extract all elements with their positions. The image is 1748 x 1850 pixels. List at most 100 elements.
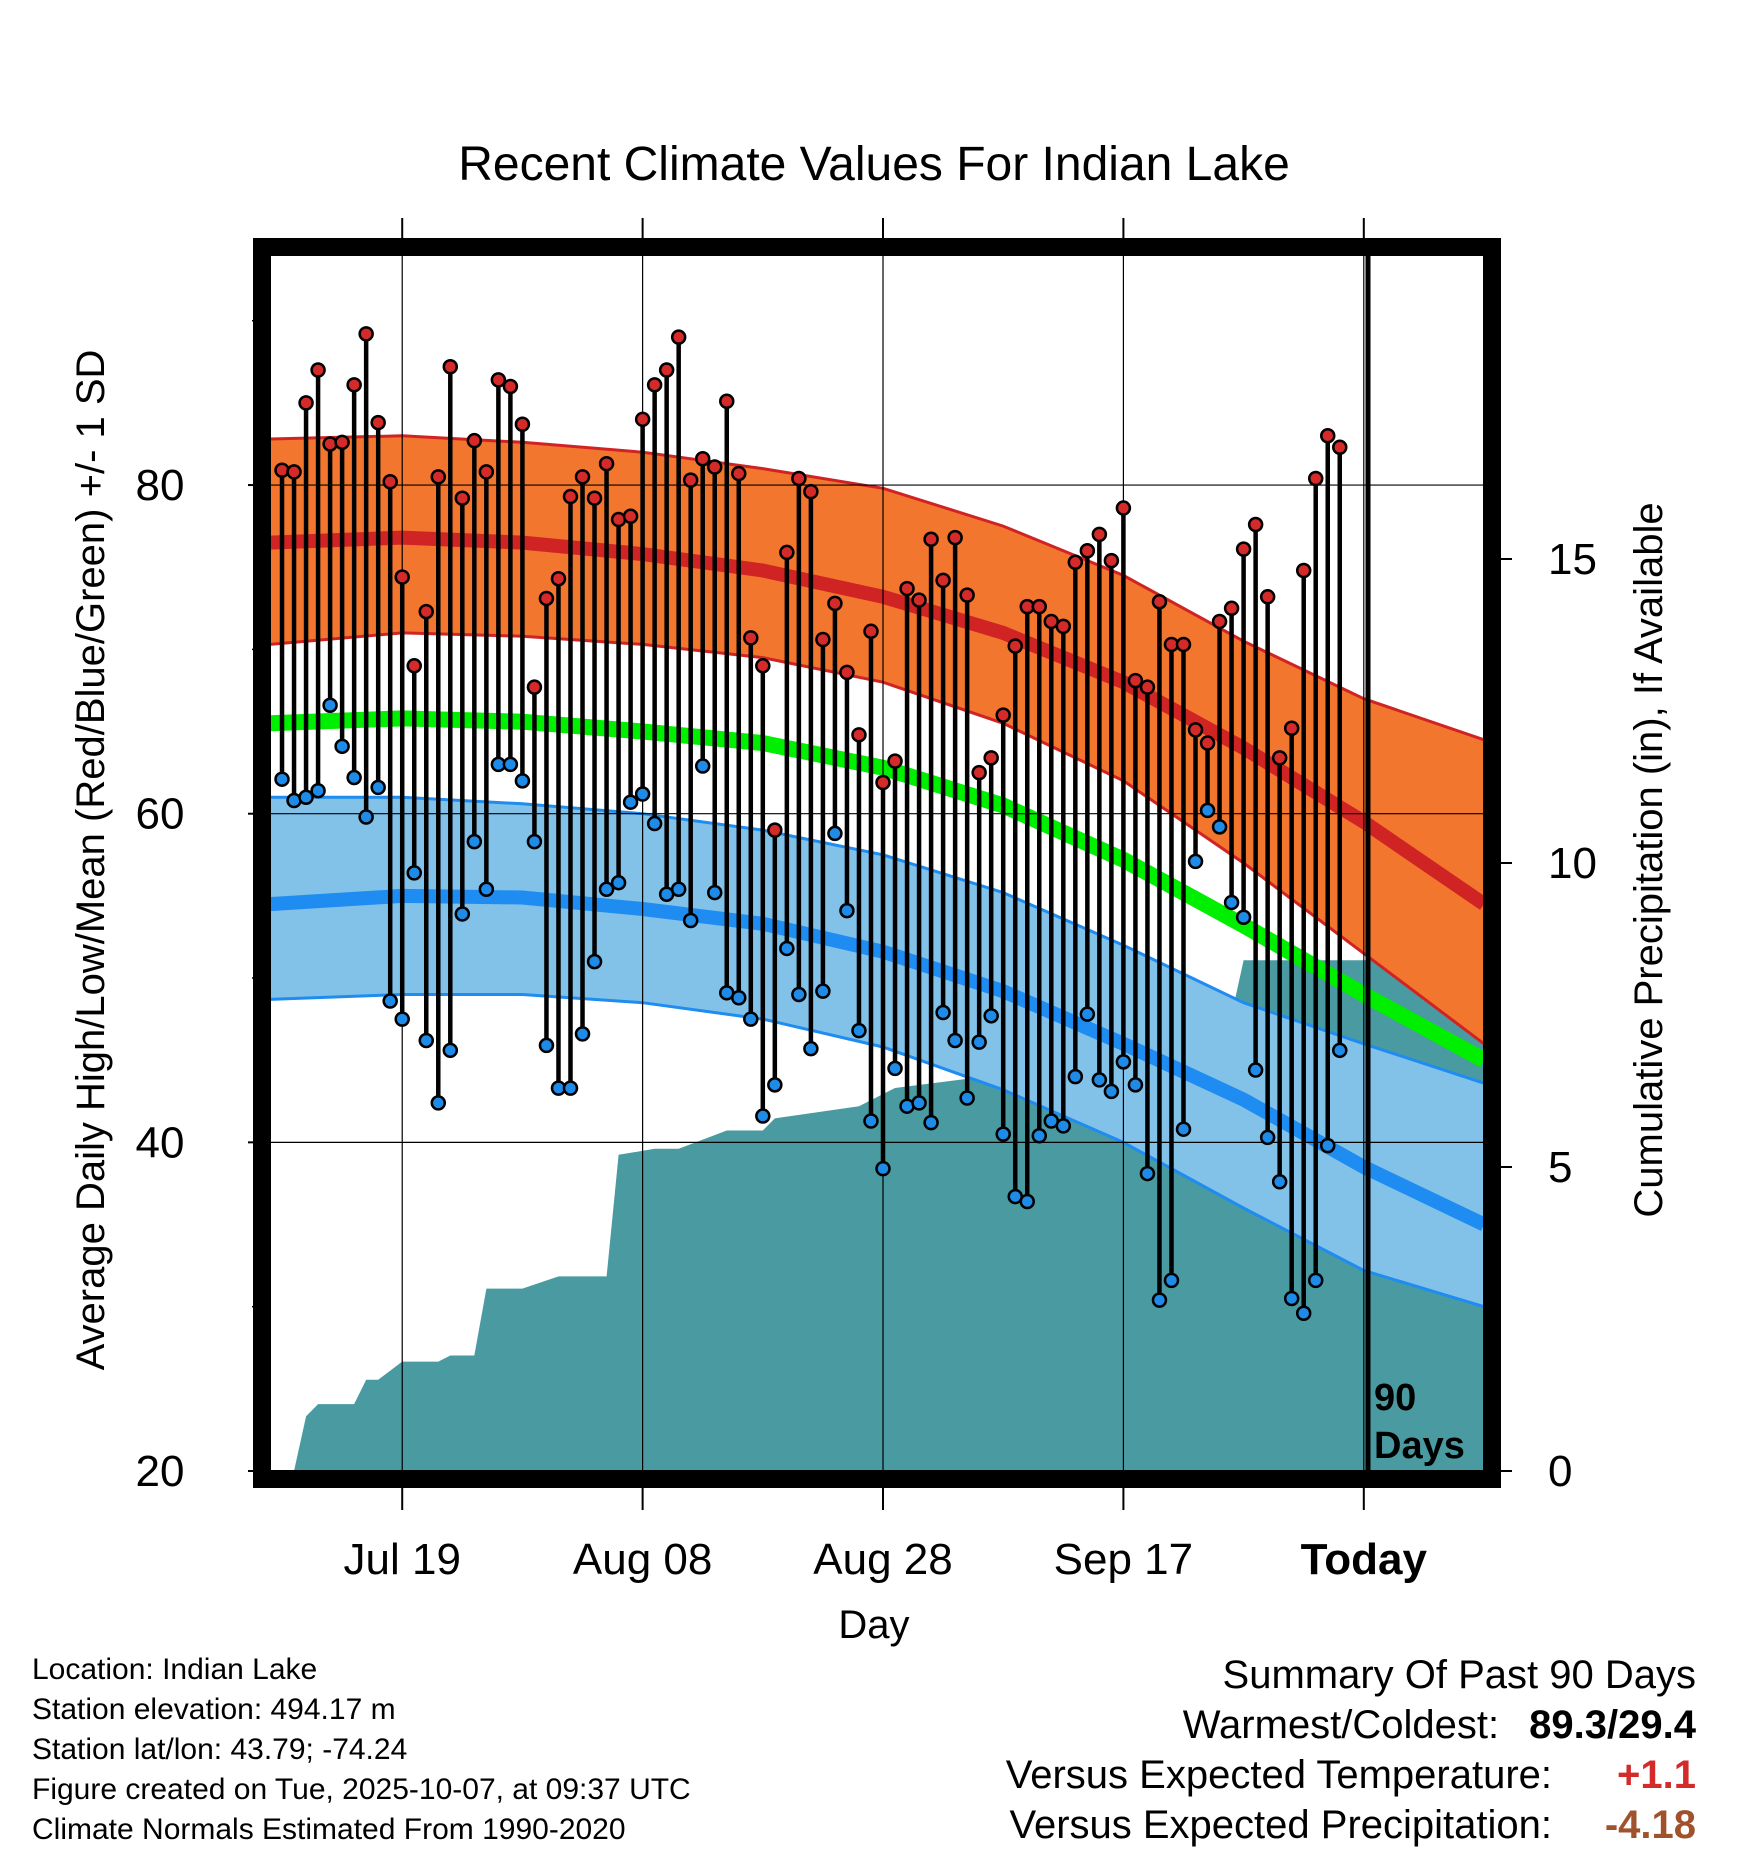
daily-low-point <box>430 1095 447 1111</box>
daily-high-point <box>658 362 675 378</box>
daily-high-point <box>514 416 531 433</box>
daily-low-point <box>803 1040 819 1057</box>
daily-high-point <box>779 544 795 561</box>
daily-high-point <box>755 658 771 674</box>
summary-precip-row: Versus Expected Precipitation: -4.18 <box>1006 1800 1696 1850</box>
daily-low-point <box>562 1080 579 1096</box>
daily-high-point <box>791 470 807 487</box>
daily-low-point <box>334 738 350 755</box>
y-tick-label: 40 <box>136 1118 185 1167</box>
daily-low-point <box>815 983 831 999</box>
daily-low-point <box>935 1004 951 1021</box>
y-axis-label: Average Daily High/Low/Mean (Red/Blue/Gr… <box>69 350 113 1371</box>
daily-low-point <box>1103 1083 1120 1100</box>
precip-label: Versus Expected Precipitation: <box>1009 1803 1552 1847</box>
daily-low-point <box>322 697 338 713</box>
daily-low-point <box>755 1108 771 1124</box>
daily-low-point <box>382 993 398 1009</box>
daily-high-point <box>562 488 579 505</box>
daily-low-point <box>358 809 374 825</box>
daily-low-point <box>875 1160 891 1177</box>
daily-high-point <box>899 580 915 597</box>
high-sd-band <box>270 435 1484 1044</box>
daily-low-point <box>478 881 495 898</box>
daily-high-point <box>1079 543 1096 559</box>
daily-low-point <box>466 833 483 850</box>
daily-high-point <box>1295 562 1312 579</box>
daily-low-point <box>694 758 711 774</box>
daily-low-point <box>502 756 519 773</box>
normals-note-text: Climate Normals Estimated From 1990-2020 <box>32 1813 626 1846</box>
daily-high-point <box>406 658 422 674</box>
daily-low-point <box>731 989 747 1006</box>
daily-low-point <box>1187 853 1204 870</box>
y2-tick-label: 15 <box>1548 535 1597 584</box>
daily-high-point <box>598 455 615 472</box>
daily-high-point <box>1319 428 1336 444</box>
daily-low-point <box>1332 1042 1348 1059</box>
daily-high-point <box>1259 589 1276 605</box>
daily-high-point <box>1103 552 1120 569</box>
daily-low-point <box>791 986 807 1003</box>
daily-high-point <box>1067 554 1084 571</box>
daily-high-point <box>1031 598 1048 615</box>
daily-high-point <box>1235 541 1252 557</box>
daily-low-point <box>1139 1165 1156 1182</box>
y2-tick-label: 10 <box>1548 839 1597 888</box>
daily-high-point <box>526 679 543 695</box>
daily-low-point <box>1319 1137 1336 1154</box>
daily-high-point <box>731 465 747 482</box>
daily-low-point <box>1175 1121 1192 1137</box>
daily-low-point <box>1271 1174 1288 1190</box>
precip-value: -4.18 <box>1604 1803 1696 1847</box>
daily-low-point <box>574 1026 591 1042</box>
daily-high-point <box>538 590 555 607</box>
daily-high-point <box>550 570 567 587</box>
daily-high-point <box>971 764 987 781</box>
daily-low-point <box>1307 1272 1324 1289</box>
daily-high-point <box>719 393 735 409</box>
daily-low-point <box>310 782 326 799</box>
daily-high-point <box>502 378 519 395</box>
daily-high-point <box>382 474 398 490</box>
daily-low-point <box>911 1095 927 1111</box>
daily-low-point <box>298 789 314 806</box>
daily-low-point <box>1259 1129 1276 1146</box>
y2-tick-label: 5 <box>1548 1143 1572 1192</box>
daily-high-point <box>1283 720 1300 737</box>
station-info: Location: Indian Lake Station elevation:… <box>32 1650 691 1850</box>
daily-low-point <box>454 906 471 922</box>
daily-high-point <box>586 490 603 506</box>
daily-high-point <box>634 411 651 428</box>
location-text: Location: Indian Lake <box>32 1653 318 1686</box>
daily-high-point <box>574 469 591 485</box>
y-tick-label: 80 <box>136 461 185 510</box>
elevation-text: Station elevation: 494.17 m <box>32 1693 396 1726</box>
daily-high-point <box>298 395 314 411</box>
daily-high-point <box>923 531 939 548</box>
daily-high-point <box>1055 618 1072 635</box>
daily-low-point <box>839 902 855 919</box>
x-tick-label: Today <box>1301 1535 1428 1584</box>
daily-high-point <box>442 358 459 375</box>
daily-high-point <box>430 469 447 485</box>
daily-high-point <box>1091 526 1108 543</box>
daily-low-point <box>863 1113 879 1129</box>
daily-low-point <box>634 786 651 802</box>
daily-low-point <box>274 771 290 787</box>
daily-low-point <box>1055 1118 1072 1134</box>
chart-title: Recent Climate Values For Indian Lake <box>458 138 1290 191</box>
daily-low-point <box>586 953 603 970</box>
summary-heading: Summary Of Past 90 Days <box>1222 1653 1696 1697</box>
daily-low-point <box>538 1037 555 1054</box>
daily-low-point <box>995 1126 1011 1142</box>
daily-high-point <box>1271 750 1288 766</box>
daily-low-point <box>1127 1077 1144 1093</box>
daily-low-point <box>971 1034 987 1050</box>
summary-warm-cold-row: Warmest/Coldest: 89.3/29.4 <box>1006 1700 1696 1750</box>
daily-low-point <box>1295 1305 1312 1321</box>
daily-high-point <box>370 414 386 431</box>
daily-low-point <box>526 833 543 850</box>
daily-low-point <box>1091 1072 1108 1088</box>
latlon-text: Station lat/lon: 43.79; -74.24 <box>32 1733 408 1766</box>
